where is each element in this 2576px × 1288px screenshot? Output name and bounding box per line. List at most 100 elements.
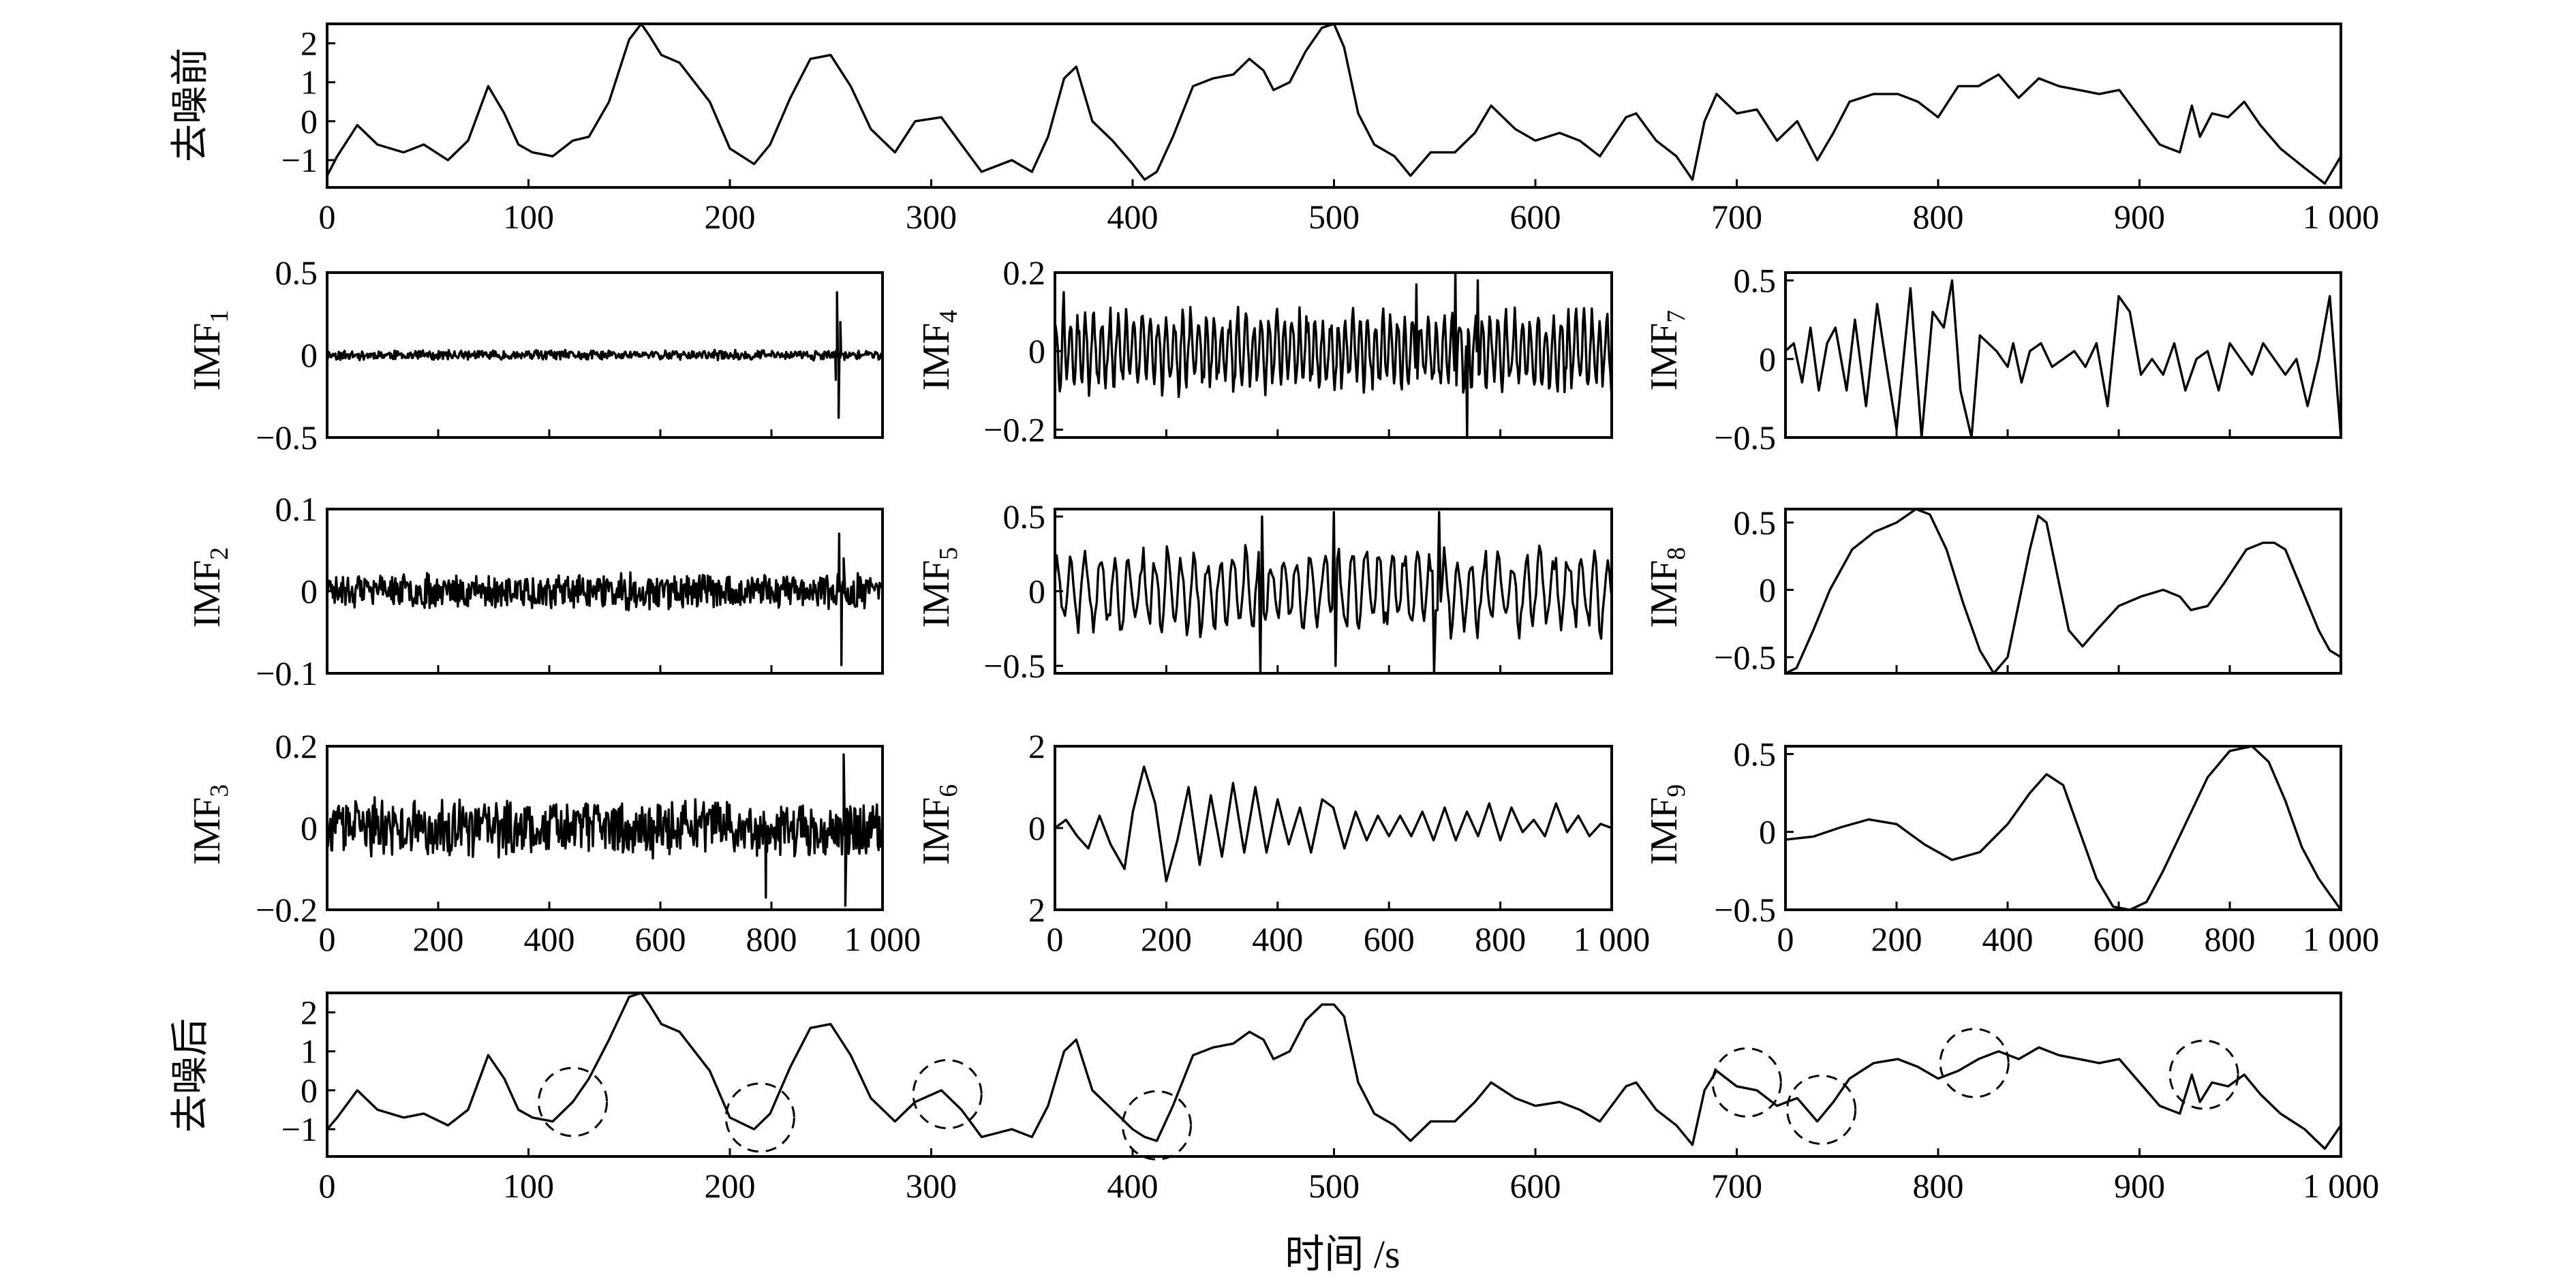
dashed-circle-marker <box>538 1067 609 1137</box>
panel-before: 去噪前 0 100 200 300 400 500 600 700 800 900 1 000210… <box>170 22 2380 236</box>
x-tick-label-imf6: 600 <box>1364 920 1415 958</box>
ylabel-before: 去噪前 <box>170 48 212 162</box>
ylabel-after: 去噪后 <box>170 1018 212 1133</box>
x-tick-label-imf9: 800 <box>2205 920 2256 958</box>
plot-frame-imf6 <box>1054 745 1613 911</box>
y-tick-label-imf6: 2 <box>1028 891 1045 929</box>
series-line-imf6 <box>1055 765 1612 883</box>
x-tick-label-imf9: 200 <box>1871 920 1922 958</box>
y-tick-label-after: 1 <box>301 1032 318 1071</box>
series-line-imf3 <box>327 753 883 907</box>
ylabel-imf9: IMF9 <box>1643 784 1691 865</box>
ylabel-imf1: IMF1 <box>186 310 234 391</box>
x-tick-label-before: 1 000 <box>2303 198 2380 236</box>
x-tick-label-before: 300 <box>906 198 957 236</box>
y-tick-label-before: 0 <box>301 102 318 140</box>
y-tick-label-before: 2 <box>301 25 318 63</box>
panel-imf1: IMF1 0.5 0 −0.5 <box>186 254 884 457</box>
x-tick-label-imf3: 800 <box>746 920 797 958</box>
x-tick-label-imf9: 400 <box>1982 920 2034 958</box>
y-tick-label-imf1: −0.5 <box>256 418 318 457</box>
dashed-circle-marker <box>1939 1028 2010 1099</box>
y-tick-label-imf7: 0.5 <box>1734 262 1777 300</box>
y-tick-label-imf8: 0 <box>1759 571 1776 609</box>
y-tick-label-imf2: −0.1 <box>256 654 318 692</box>
x-tick-label-after: 500 <box>1308 1167 1360 1205</box>
y-tick-label-imf4: 0.2 <box>1003 254 1046 292</box>
x-tick-label-before: 700 <box>1711 198 1762 236</box>
plot-frame-imf7 <box>1784 271 2342 439</box>
x-tick-label-imf3: 200 <box>413 920 464 958</box>
ylabel-imf8: IMF8 <box>1643 547 1691 628</box>
y-tick-label-imf1: 0.5 <box>275 254 318 292</box>
x-tick-label-before: 500 <box>1308 198 1360 236</box>
x-tick-label-imf6: 400 <box>1252 920 1303 958</box>
x-tick-label-after: 200 <box>705 1167 756 1205</box>
y-tick-label-imf7: 0 <box>1759 340 1776 378</box>
y-tick-label-imf2: 0 <box>301 572 318 611</box>
plot-frame-after <box>326 992 2342 1158</box>
y-tick-label-imf5: 0.5 <box>1003 497 1046 536</box>
y-tick-label-imf9: −0.5 <box>1714 891 1776 929</box>
y-tick-label-imf9: 0.5 <box>1734 735 1777 773</box>
x-tick-label-imf3: 400 <box>524 920 575 958</box>
y-tick-label-after: 0 <box>301 1071 318 1109</box>
dashed-circle-marker <box>724 1082 795 1153</box>
y-tick-label-imf3: 0.2 <box>275 727 318 765</box>
x-tick-label-after: 900 <box>2114 1167 2165 1205</box>
dashed-circle-marker <box>1786 1074 1857 1145</box>
y-tick-label-imf7: −0.5 <box>1714 418 1776 457</box>
y-tick-label-imf3: −0.2 <box>256 891 318 929</box>
x-tick-label-imf6: 800 <box>1475 920 1526 958</box>
x-tick-label-imf9: 600 <box>2094 920 2145 958</box>
x-tick-label-before: 100 <box>503 198 554 236</box>
y-tick-label-after: 2 <box>301 994 318 1032</box>
x-tick-label-imf3: 1 000 <box>844 920 921 958</box>
y-tick-label-imf1: 0 <box>301 336 318 374</box>
x-tick-label-after: 400 <box>1107 1167 1159 1205</box>
x-tick-label-after: 700 <box>1711 1167 1762 1205</box>
dashed-circle-marker <box>1121 1090 1192 1161</box>
x-tick-label-imf3: 0 <box>319 920 336 958</box>
ylabel-imf6: IMF6 <box>915 784 963 865</box>
y-tick-label-imf4: 0 <box>1028 332 1045 370</box>
x-tick-label-after: 600 <box>1510 1167 1561 1205</box>
series-line-imf2 <box>327 532 883 666</box>
series-line-imf9 <box>1785 746 2341 910</box>
series-line-imf5 <box>1055 510 1612 673</box>
y-tick-label-imf3: 0 <box>301 809 318 847</box>
x-tick-label-after: 300 <box>906 1167 957 1205</box>
x-tick-label-before: 0 <box>319 198 336 236</box>
y-tick-label-after: −1 <box>281 1110 318 1148</box>
x-tick-label-imf6: 200 <box>1141 920 1192 958</box>
y-tick-label-imf9: 0 <box>1759 813 1776 851</box>
y-tick-label-imf2: 0.1 <box>275 490 318 528</box>
series-line-imf7 <box>1785 279 2341 438</box>
series-line-imf1 <box>327 291 883 419</box>
x-tick-label-before: 600 <box>1510 198 1561 236</box>
x-tick-label-after: 0 <box>319 1167 336 1205</box>
x-tick-label-imf9: 0 <box>1777 920 1794 958</box>
panel-imf4: IMF4 0.2 0 −0.2 <box>915 254 1613 448</box>
panel-imf2: IMF2 0.1 0 −0.1 <box>186 490 884 692</box>
y-tick-label-imf5: −0.5 <box>983 647 1045 685</box>
panel-imf7: IMF7 0.5 0 −0.5 <box>1643 262 2342 457</box>
panel-after: 去噪后 时间 /s 0 100 200 300 400 500 600 700 800 900 1 … <box>170 992 2380 1276</box>
panel-imf5: IMF5 0.5 0 −0.5 <box>915 497 1613 685</box>
x-tick-label-after: 800 <box>1913 1167 1964 1205</box>
y-tick-label-imf5: 0 <box>1028 572 1045 611</box>
dashed-circle-marker <box>1711 1047 1782 1118</box>
plot-frame-imf9 <box>1784 745 2342 911</box>
ylabel-imf3: IMF3 <box>186 784 234 865</box>
x-tick-label-after: 100 <box>503 1167 554 1205</box>
ylabel-imf2: IMF2 <box>186 547 234 628</box>
y-tick-label-imf8: 0.5 <box>1734 504 1777 542</box>
x-tick-label-after: 1 000 <box>2303 1167 2380 1205</box>
x-tick-label-imf6: 0 <box>1047 920 1064 958</box>
series-line-imf4 <box>1055 273 1612 438</box>
ylabel-imf7: IMF7 <box>1643 310 1691 391</box>
series-line-before <box>327 24 2341 185</box>
